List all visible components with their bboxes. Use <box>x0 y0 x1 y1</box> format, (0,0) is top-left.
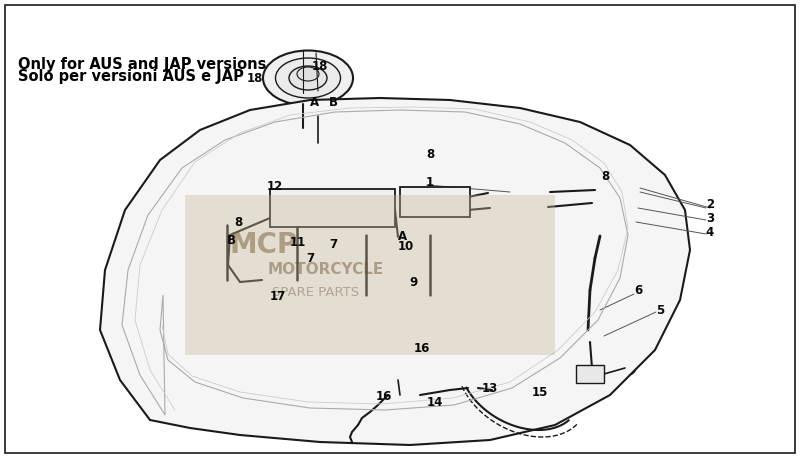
Ellipse shape <box>294 104 312 116</box>
Text: B: B <box>226 234 235 246</box>
Circle shape <box>573 207 583 217</box>
Circle shape <box>289 222 305 238</box>
Text: 18: 18 <box>312 60 328 72</box>
Text: A: A <box>398 230 406 244</box>
Circle shape <box>620 359 636 375</box>
Circle shape <box>573 237 583 247</box>
Circle shape <box>371 222 381 232</box>
Circle shape <box>423 230 437 244</box>
Text: 8: 8 <box>601 170 609 184</box>
Text: 15: 15 <box>532 387 548 399</box>
Ellipse shape <box>311 121 325 131</box>
Circle shape <box>219 222 235 238</box>
Text: 17: 17 <box>270 289 286 302</box>
Ellipse shape <box>289 66 327 90</box>
Text: 4: 4 <box>706 225 714 239</box>
Ellipse shape <box>261 189 279 227</box>
Bar <box>270 189 395 227</box>
Ellipse shape <box>463 187 477 217</box>
Circle shape <box>291 222 301 232</box>
Text: 6: 6 <box>634 284 642 298</box>
Text: 5: 5 <box>656 304 664 316</box>
Polygon shape <box>590 176 638 236</box>
Circle shape <box>389 212 401 224</box>
Text: 1: 1 <box>426 175 434 189</box>
Text: A: A <box>310 96 319 109</box>
Ellipse shape <box>275 58 341 98</box>
Bar <box>400 187 470 217</box>
Text: 8: 8 <box>234 216 242 229</box>
Ellipse shape <box>581 299 595 321</box>
Text: 10: 10 <box>398 240 414 253</box>
Polygon shape <box>100 98 690 445</box>
Text: 9: 9 <box>409 276 417 289</box>
Circle shape <box>351 222 361 232</box>
Text: 14: 14 <box>427 397 443 409</box>
Circle shape <box>311 222 321 232</box>
FancyBboxPatch shape <box>185 195 555 355</box>
Circle shape <box>573 270 583 280</box>
Circle shape <box>388 348 408 368</box>
Circle shape <box>573 221 583 231</box>
Bar <box>576 365 604 383</box>
Text: 12: 12 <box>267 180 283 193</box>
Text: Only for AUS and JAP versions: Only for AUS and JAP versions <box>18 56 266 71</box>
Circle shape <box>573 253 583 263</box>
Circle shape <box>388 200 402 214</box>
Circle shape <box>573 193 583 203</box>
Text: MCP: MCP <box>230 231 298 259</box>
Text: 16: 16 <box>414 343 430 355</box>
Text: 7: 7 <box>306 251 314 265</box>
Text: B: B <box>329 96 338 109</box>
Circle shape <box>359 230 373 244</box>
Text: 3: 3 <box>706 212 714 224</box>
Text: 7: 7 <box>329 239 337 251</box>
Text: 18: 18 <box>247 71 263 84</box>
Text: 8: 8 <box>426 148 434 162</box>
Ellipse shape <box>297 67 319 81</box>
Text: Solo per versioni AUS e JAP: Solo per versioni AUS e JAP <box>18 70 244 84</box>
Polygon shape <box>485 180 548 228</box>
Circle shape <box>578 318 602 342</box>
Text: 11: 11 <box>290 236 306 250</box>
Text: SPARE PARTS: SPARE PARTS <box>272 285 359 299</box>
Ellipse shape <box>393 187 407 217</box>
Text: 16: 16 <box>376 391 392 403</box>
Circle shape <box>466 382 478 394</box>
Circle shape <box>573 287 583 297</box>
Ellipse shape <box>386 189 404 227</box>
Ellipse shape <box>263 50 353 105</box>
Text: 13: 13 <box>482 382 498 394</box>
Circle shape <box>611 201 619 209</box>
Text: 2: 2 <box>706 197 714 211</box>
Text: MOTORCYCLE: MOTORCYCLE <box>268 262 384 278</box>
